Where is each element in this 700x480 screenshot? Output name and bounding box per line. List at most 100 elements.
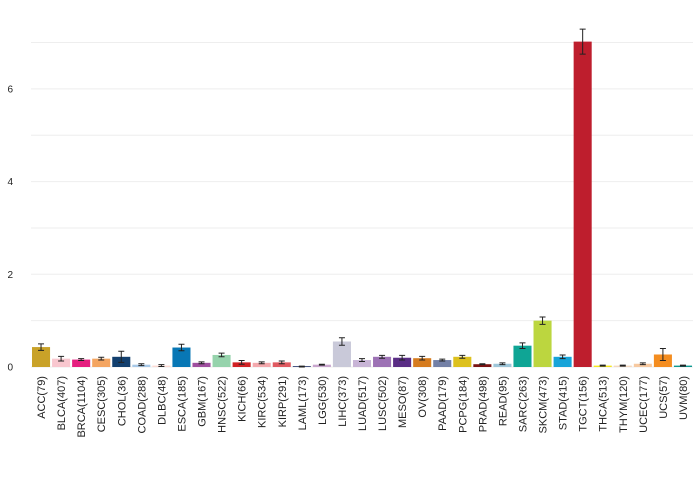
error-bar	[399, 354, 406, 361]
x-tick-label: BLCA(407)	[56, 376, 68, 430]
x-tick-label: OV(308)	[417, 376, 429, 418]
x-tick-label: READ(95)	[497, 376, 509, 426]
x-tick-label: SARC(263)	[517, 376, 529, 432]
error-bar	[539, 316, 546, 325]
y-tick-label: 4	[7, 177, 13, 188]
x-tick-label: BRCA(1104)	[76, 376, 88, 438]
error-bar	[679, 364, 686, 367]
error-bar	[439, 358, 446, 362]
error-bars	[38, 28, 686, 368]
x-tick-label: CHOL(36)	[116, 376, 128, 426]
x-tick-label: PCPG(184)	[457, 376, 469, 433]
bar	[72, 359, 91, 367]
x-tick-label: UCEC(177)	[638, 376, 650, 433]
bar	[493, 363, 512, 367]
bar	[413, 358, 432, 367]
error-bar	[78, 358, 85, 362]
error-bar	[479, 363, 486, 366]
error-bar	[238, 360, 245, 365]
y-axis-ticks: 0 2 4 6	[7, 84, 13, 373]
x-tick-label: PAAD(179)	[437, 376, 449, 431]
error-bar	[519, 342, 526, 349]
error-bar	[138, 363, 145, 367]
error-bar	[338, 337, 345, 346]
x-tick-label: LUSC(502)	[377, 376, 389, 431]
bar	[633, 363, 652, 367]
x-tick-label: SKCM(473)	[538, 376, 550, 433]
bar	[533, 320, 552, 367]
error-bar	[379, 354, 386, 359]
bar	[32, 347, 51, 367]
error-bar	[218, 352, 225, 358]
bar	[453, 356, 472, 367]
error-bar	[278, 360, 285, 365]
bar	[373, 356, 392, 367]
x-tick-label: GBM(167)	[197, 376, 209, 427]
error-bar	[318, 363, 325, 366]
error-bar	[619, 364, 626, 367]
error-bar	[639, 362, 646, 366]
bar	[332, 341, 351, 367]
error-bar	[98, 356, 105, 361]
x-tick-label: COAD(288)	[136, 376, 148, 433]
x-axis-ticks: ACC(79) BLCA(407) BRCA(1104) CESC(305) CHOL(…	[36, 376, 690, 438]
bar	[513, 345, 532, 367]
y-tick-label: 2	[7, 270, 13, 281]
x-tick-label: LIHC(373)	[337, 376, 349, 427]
x-tick-label: LUAD(517)	[357, 376, 369, 431]
x-tick-label: KIRP(291)	[277, 376, 289, 427]
error-bar	[579, 28, 586, 55]
bars	[32, 41, 692, 367]
error-bar	[298, 365, 305, 368]
x-tick-label: THYM(120)	[618, 376, 630, 433]
error-bar	[599, 364, 606, 367]
error-bar	[559, 354, 566, 360]
bar	[573, 41, 592, 367]
error-bar	[258, 361, 265, 365]
x-tick-label: UVM(80)	[678, 376, 690, 420]
y-tick-label: 6	[7, 84, 13, 95]
x-tick-label: KIRC(534)	[257, 376, 269, 428]
bar	[172, 347, 191, 367]
x-tick-label: LAML(173)	[297, 376, 309, 430]
x-tick-label: ACC(79)	[36, 376, 48, 419]
bar	[52, 358, 71, 367]
x-tick-label: ESCA(185)	[176, 376, 188, 432]
error-bar	[198, 361, 205, 365]
error-bar	[38, 343, 45, 351]
error-bar	[359, 358, 365, 362]
x-tick-label: CESC(305)	[96, 376, 108, 432]
bar	[352, 360, 372, 367]
error-bar	[659, 347, 666, 362]
x-tick-label: TGCT(156)	[578, 376, 590, 432]
bar	[473, 364, 492, 367]
bar	[92, 358, 111, 367]
x-tick-label: PRAD(498)	[477, 376, 489, 432]
bar	[553, 356, 572, 367]
bar	[252, 362, 271, 367]
grid-lines	[31, 42, 693, 368]
x-tick-label: UCS(57)	[658, 376, 670, 419]
bar	[192, 362, 211, 367]
error-bar	[118, 350, 125, 363]
y-tick-label: 0	[7, 363, 13, 374]
x-tick-label: DLBC(48)	[156, 376, 168, 425]
x-tick-label: THCA(513)	[598, 376, 610, 432]
x-tick-label: STAD(415)	[558, 376, 570, 430]
error-bar	[419, 355, 426, 361]
bar	[393, 357, 412, 367]
error-bar	[158, 364, 165, 368]
x-tick-label: LGG(530)	[317, 376, 329, 425]
x-tick-label: MESO(87)	[397, 376, 409, 428]
error-bar	[178, 343, 185, 352]
bar	[212, 354, 231, 367]
x-tick-label: KICH(66)	[237, 376, 249, 422]
bar	[272, 362, 291, 367]
x-tick-label: HNSC(522)	[217, 376, 229, 433]
bar	[433, 360, 452, 367]
error-bar	[499, 362, 506, 366]
error-bar	[58, 355, 65, 362]
error-bar	[459, 354, 466, 359]
bar	[312, 364, 331, 367]
